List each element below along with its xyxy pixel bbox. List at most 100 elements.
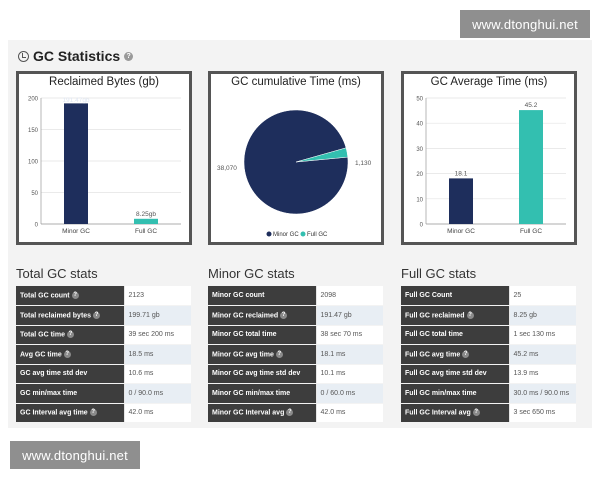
- data-label: 45.2: [525, 102, 538, 109]
- stat-value: 2098: [315, 286, 383, 306]
- stat-value: 0 / 60.0 ms: [315, 383, 383, 404]
- x-tick-label: Full GC: [135, 228, 157, 235]
- stat-key: Full GC avg time?: [401, 344, 509, 365]
- cumulative-time-card: GC cumulative Time (ms) 38,070 1,130 Minor…: [208, 71, 384, 245]
- bar-full-gc: [134, 218, 158, 224]
- help-icon[interactable]: ?: [466, 311, 474, 319]
- y-tick-label: 0: [420, 223, 424, 229]
- gc-statistics-section: GC Statistics ? Reclaimed Bytes (gb) 0 50…: [8, 40, 592, 428]
- stat-key: Full GC reclaimed?: [401, 305, 509, 326]
- stat-key: Minor GC min/max time: [208, 383, 316, 404]
- stat-key: Minor GC avg time std dev: [208, 364, 316, 384]
- help-icon[interactable]: ?: [93, 311, 101, 319]
- stat-key: Minor GC reclaimed?: [208, 305, 316, 326]
- table-row: Minor GC avg time std dev 10.1 ms: [208, 364, 383, 384]
- y-tick-label: 0: [35, 223, 39, 229]
- stat-key-label: Minor GC count: [212, 292, 265, 299]
- help-icon[interactable]: ?: [286, 409, 294, 417]
- stat-key-label: Full GC min/max time: [405, 389, 477, 397]
- table-row: Minor GC reclaimed? 191.47 gb: [208, 305, 383, 326]
- stat-key-label: Minor GC avg time std dev: [212, 370, 301, 378]
- stat-key-label: Total reclaimed bytes: [20, 311, 92, 319]
- bar-minor-gc: [449, 178, 473, 224]
- chart-title: Reclaimed Bytes (gb): [49, 76, 159, 88]
- table-row: GC avg time std dev 10.6 ms: [16, 364, 191, 384]
- y-tick-label: 10: [416, 197, 423, 203]
- stat-value: 38 sec 70 ms: [315, 325, 383, 345]
- table-row: Full GC reclaimed? 8.25 gb: [401, 305, 576, 326]
- help-icon[interactable]: ?: [275, 350, 283, 358]
- help-icon[interactable]: ?: [89, 409, 97, 417]
- stat-key-label: Minor GC avg time: [212, 350, 274, 358]
- stat-key-label: Minor GC Interval avg: [212, 409, 285, 417]
- chart-title: GC Average Time (ms): [430, 76, 548, 88]
- stat-value: 25: [508, 286, 576, 306]
- stat-value: 191.47 gb: [315, 305, 383, 326]
- stat-value: 10.6 ms: [123, 364, 191, 384]
- stat-key: Full GC Interval avg?: [401, 403, 509, 423]
- table-row: Full GC min/max time 30.0 ms / 90.0 ms: [401, 383, 576, 404]
- stat-key-label: Total GC count: [20, 292, 70, 300]
- bar-full-gc: [519, 110, 543, 224]
- minor-gc-stats-title: Minor GC stats: [208, 266, 295, 281]
- chart-title: GC cumulative Time (ms): [231, 76, 361, 88]
- table-row: Full GC total time 1 sec 130 ms: [401, 325, 576, 345]
- stat-value: 0 / 90.0 ms: [123, 383, 191, 404]
- table-row: Full GC avg time std dev 13.9 ms: [401, 364, 576, 384]
- stat-key: GC Interval avg time?: [16, 403, 124, 423]
- bar-minor-gc: [64, 103, 88, 224]
- stat-key-label: Full GC Interval avg: [405, 409, 471, 417]
- stat-key-label: Full GC avg time: [405, 350, 461, 358]
- stat-value: 18.5 ms: [123, 344, 191, 365]
- y-tick-label: 100: [28, 160, 39, 166]
- total-gc-stats-table: Total GC count? 2123 Total reclaimed bytes…: [16, 286, 191, 423]
- help-icon[interactable]: ?: [71, 291, 79, 299]
- stat-key: Minor GC avg time?: [208, 344, 316, 365]
- data-label: 8.25gb: [136, 211, 156, 218]
- stat-value: 30.0 ms / 90.0 ms: [508, 383, 576, 404]
- help-icon[interactable]: ?: [63, 350, 71, 358]
- help-icon[interactable]: ?: [66, 331, 74, 339]
- x-tick-label: Minor GC: [62, 228, 90, 235]
- reclaimed-bytes-card: Reclaimed Bytes (gb) 0 50 100 150 200 191.47g…: [16, 71, 192, 245]
- stat-value: 199.71 gb: [123, 305, 191, 326]
- cumulative-time-chart: 38,070 1,130 Minor GC Full GC: [217, 109, 372, 238]
- stat-key: GC avg time std dev: [16, 364, 124, 384]
- section-header: GC Statistics ?: [18, 48, 134, 64]
- minor-gc-stats-table: Minor GC count 2098 Minor GC reclaimed? 191…: [208, 286, 383, 423]
- y-tick-label: 200: [28, 97, 39, 103]
- stat-key-label: GC avg time std dev: [20, 370, 88, 378]
- y-tick-label: 50: [31, 191, 38, 197]
- page-title: GC Statistics: [33, 48, 121, 64]
- table-row: Minor GC Interval avg? 42.0 ms: [208, 403, 383, 423]
- stat-key: Minor GC count: [208, 286, 316, 306]
- table-row: GC Interval avg time? 42.0 ms: [16, 403, 191, 423]
- watermark-top: www.dtonghui.net: [460, 10, 590, 38]
- y-tick-label: 40: [416, 122, 423, 128]
- stat-key-label: Minor GC total time: [212, 331, 277, 339]
- average-time-chart: 0 10 20 30 40 50 18.1 Minor GC 45.2 Full GC: [416, 97, 566, 235]
- help-icon[interactable]: ?: [280, 311, 288, 319]
- stat-key: Minor GC total time: [208, 325, 316, 345]
- data-label: 191.47gb: [62, 97, 89, 104]
- stat-key-label: Avg GC time: [20, 350, 62, 358]
- legend-label: Minor GC: [273, 232, 299, 238]
- x-tick-label: Full GC: [520, 228, 542, 235]
- stat-key-label: Full GC Count: [405, 292, 453, 299]
- stat-key: Total reclaimed bytes?: [16, 305, 124, 326]
- stat-value: 1 sec 130 ms: [508, 325, 576, 345]
- stat-key: Minor GC Interval avg?: [208, 403, 316, 423]
- x-tick-label: Minor GC: [447, 228, 475, 235]
- stat-key: Avg GC time?: [16, 344, 124, 365]
- table-row: GC min/max time 0 / 90.0 ms: [16, 383, 191, 404]
- help-icon[interactable]: ?: [472, 409, 480, 417]
- stat-key: Total GC count?: [16, 286, 124, 306]
- average-time-card: GC Average Time (ms) 0 10 20 30 40 50 18.1 Mino…: [401, 71, 577, 245]
- help-icon[interactable]: ?: [462, 350, 470, 358]
- table-row: Full GC Count 25: [401, 286, 576, 306]
- stat-key-label: Full GC reclaimed: [405, 311, 465, 319]
- help-icon[interactable]: ?: [124, 51, 134, 61]
- stat-value: 13.9 ms: [508, 364, 576, 384]
- table-row: Minor GC avg time? 18.1 ms: [208, 344, 383, 365]
- stat-key: Full GC total time: [401, 325, 509, 345]
